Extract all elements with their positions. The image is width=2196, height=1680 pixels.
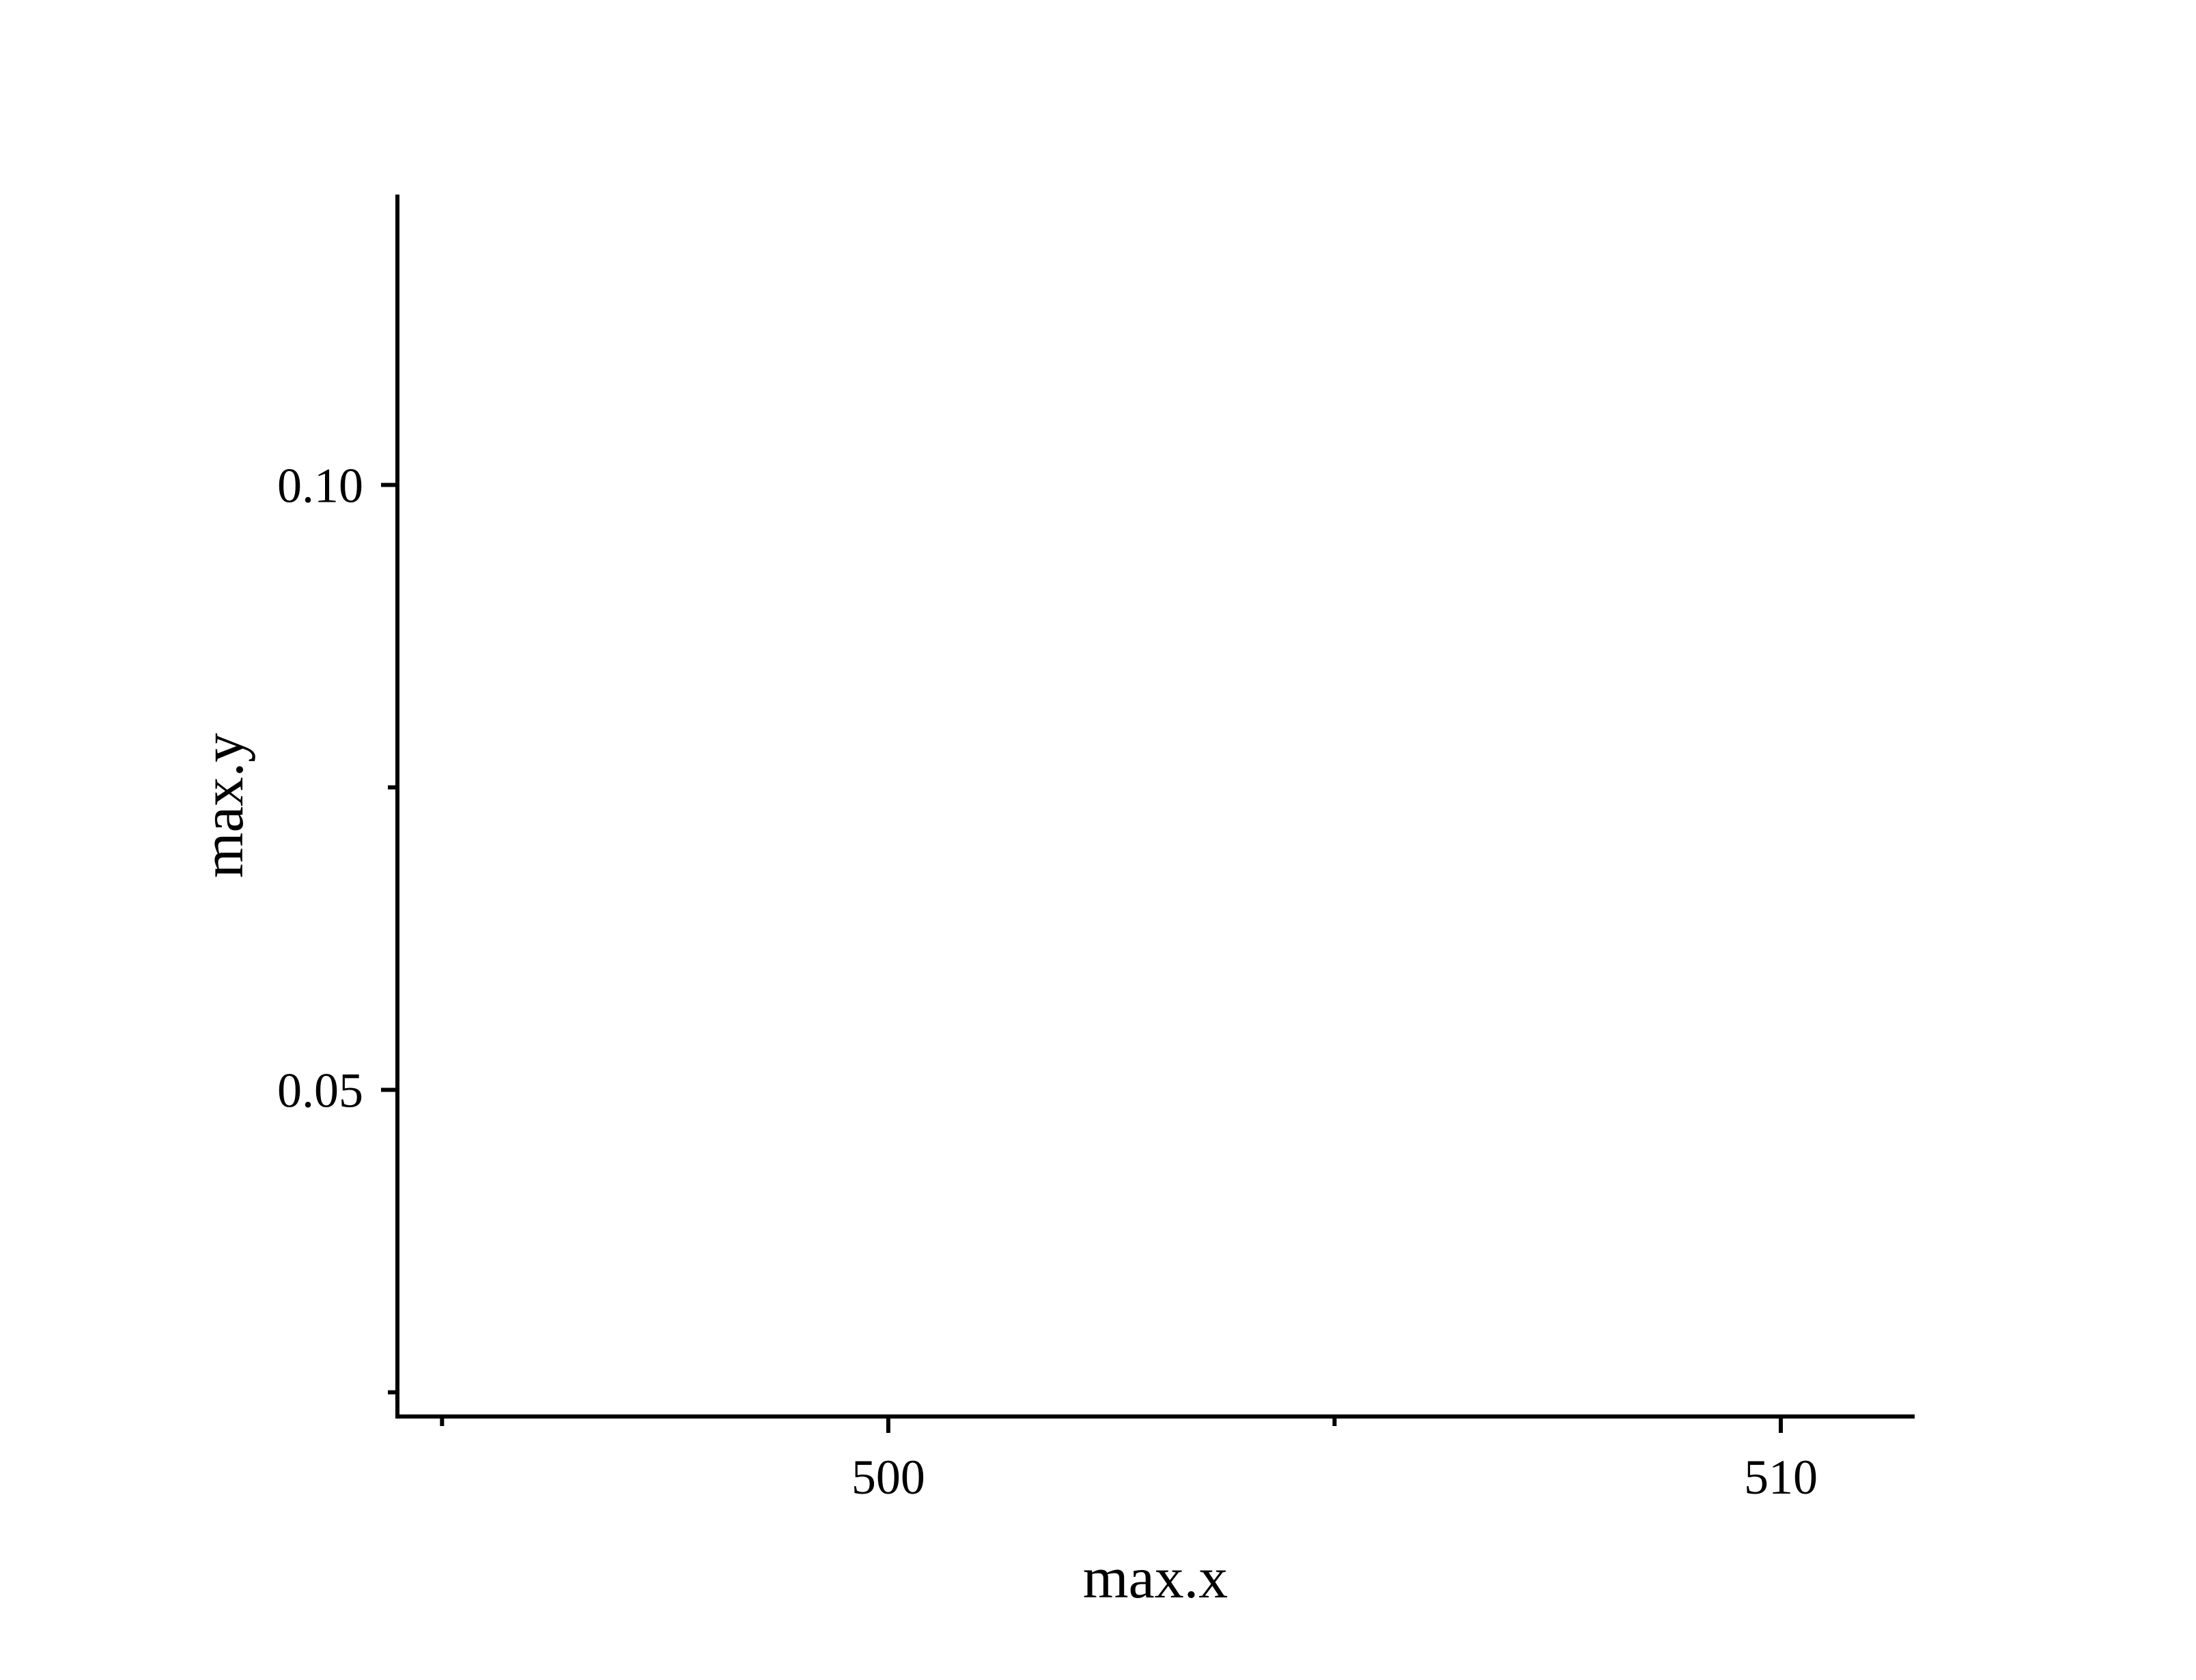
y-tick-label: 0.05 bbox=[277, 1063, 363, 1117]
y-tick-label: 0.10 bbox=[277, 458, 363, 513]
y-axis-ticks: 0.05 0.10 bbox=[277, 458, 397, 1395]
x-axis-label: max.x bbox=[1083, 1545, 1228, 1610]
y-axis-label: max.y bbox=[190, 733, 255, 879]
x-tick-label: 500 bbox=[851, 1450, 925, 1505]
x-axis-ticks: 500 510 bbox=[440, 1416, 1818, 1505]
x-tick-label: 510 bbox=[1744, 1450, 1818, 1505]
